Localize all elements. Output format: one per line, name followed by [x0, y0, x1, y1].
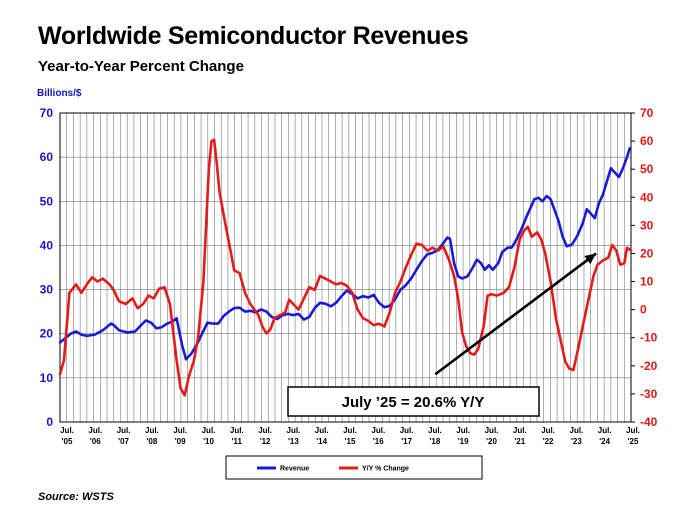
annotation-text: July ’25 = 20.6% Y/Y	[342, 394, 485, 411]
legend-label-revenue: Revenue	[280, 466, 309, 473]
x-tick-month-13: Jul.	[428, 426, 442, 435]
y-tick-left-50: 50	[40, 194, 54, 208]
y-tick-left-40: 40	[40, 238, 54, 252]
x-tick-year-0: '05	[62, 437, 73, 446]
y-tick-right-1: -30	[640, 387, 658, 401]
y-tick-right-6: 20	[640, 246, 654, 260]
y-axis-right: -40 -30 -20 -10 0 10 20 30 40 50 60 70	[631, 106, 658, 429]
x-tick-month-1: Jul.	[88, 426, 102, 435]
source-note: Source: WSTS	[38, 491, 114, 503]
legend: Revenue Y/Y % Change	[225, 455, 483, 480]
x-tick-year-7: '12	[260, 437, 271, 446]
chart-subtitle: Year-to-Year Percent Change	[38, 58, 244, 75]
x-axis: Jul. '05 Jul. '06 Jul. '07 Jul. '08 Jul. '09 Jul. '…	[60, 426, 640, 446]
series-line-1	[58, 138, 633, 397]
x-tick-month-16: Jul.	[513, 426, 527, 435]
x-tick-year-6: '11	[232, 437, 243, 446]
x-tick-year-9: '14	[316, 437, 327, 446]
y-axis-label: Billions/$	[37, 88, 82, 99]
x-tick-month-17: Jul.	[541, 426, 555, 435]
y-tick-right-3: -10	[640, 331, 658, 345]
y-tick-right-11: 70	[640, 106, 654, 120]
x-tick-month-20: Jul.	[626, 426, 640, 435]
y-tick-right-10: 60	[640, 134, 654, 148]
x-tick-month-4: Jul.	[173, 426, 187, 435]
grid	[60, 112, 631, 423]
x-tick-year-17: '22	[543, 437, 554, 446]
y-tick-right-0: -40	[640, 415, 658, 429]
x-tick-month-6: Jul.	[230, 426, 244, 435]
y-tick-right-9: 50	[640, 162, 654, 176]
y-tick-right-5: 10	[640, 275, 654, 289]
x-tick-month-10: Jul.	[343, 426, 357, 435]
series-layer	[58, 138, 633, 397]
x-tick-year-20: '25	[628, 437, 639, 446]
y-axis-left: 0 10 20 30 40 50 60 70	[40, 106, 54, 429]
x-tick-year-8: '13	[288, 437, 299, 446]
x-tick-year-11: '16	[373, 437, 384, 446]
x-tick-year-13: '18	[429, 437, 440, 446]
x-tick-month-12: Jul.	[400, 426, 414, 435]
y-tick-left-10: 10	[40, 371, 54, 385]
x-tick-year-15: '20	[486, 437, 497, 446]
x-tick-year-2: '07	[118, 437, 129, 446]
x-tick-year-10: '15	[345, 437, 356, 446]
x-tick-month-19: Jul.	[598, 426, 612, 435]
trend-arrow-head	[584, 253, 597, 265]
x-tick-month-15: Jul.	[485, 426, 499, 435]
x-tick-month-7: Jul.	[258, 426, 272, 435]
y-tick-left-70: 70	[40, 106, 54, 120]
x-tick-month-2: Jul.	[117, 426, 131, 435]
x-tick-year-5: '10	[203, 437, 214, 446]
x-tick-month-3: Jul.	[145, 426, 159, 435]
x-tick-month-8: Jul.	[287, 426, 301, 435]
x-tick-year-16: '21	[514, 437, 525, 446]
plot-frame	[59, 112, 632, 423]
x-tick-year-18: '23	[571, 437, 582, 446]
x-tick-month-0: Jul.	[60, 426, 74, 435]
y-tick-right-2: -20	[640, 359, 658, 373]
x-tick-year-12: '17	[401, 437, 412, 446]
x-tick-year-14: '19	[458, 437, 469, 446]
x-tick-year-3: '08	[146, 437, 157, 446]
chart-title: Worldwide Semiconductor Revenues	[38, 22, 469, 50]
y-tick-right-8: 40	[640, 190, 654, 204]
x-tick-year-1: '06	[90, 437, 101, 446]
y-tick-right-7: 30	[640, 218, 654, 232]
y-tick-left-20: 20	[40, 327, 54, 341]
x-tick-month-9: Jul.	[315, 426, 329, 435]
y-tick-right-4: 0	[640, 303, 647, 317]
x-tick-year-4: '09	[175, 437, 186, 446]
y-tick-left-60: 60	[40, 150, 54, 164]
x-tick-month-14: Jul.	[456, 426, 470, 435]
x-tick-year-19: '24	[599, 437, 610, 446]
legend-label-yoy: Y/Y % Change	[362, 466, 409, 473]
y-tick-left-30: 30	[40, 283, 54, 297]
trend-arrow-line	[434, 252, 597, 376]
annotation-box	[287, 386, 540, 417]
y-tick-left-0: 0	[46, 415, 53, 429]
x-tick-month-11: Jul.	[371, 426, 385, 435]
x-tick-month-18: Jul.	[570, 426, 584, 435]
x-tick-month-5: Jul.	[202, 426, 216, 435]
